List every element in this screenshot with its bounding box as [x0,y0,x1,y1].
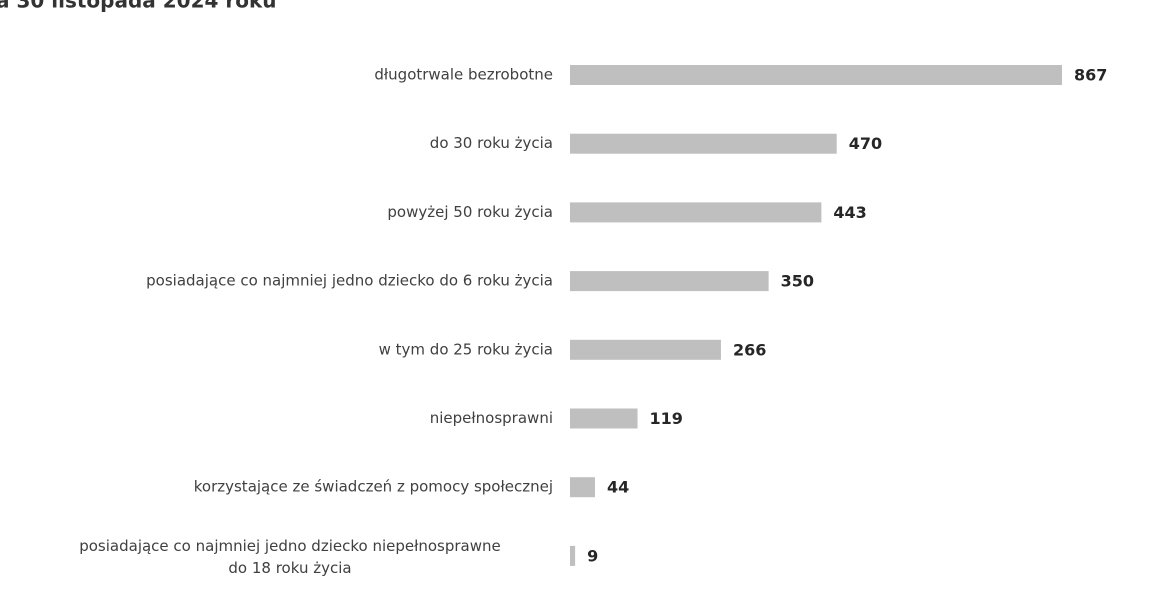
chart-title: a 30 listopada 2024 roku [0,0,277,13]
value-label: 350 [781,272,814,291]
value-label: 867 [1074,66,1107,85]
bar [570,133,837,154]
bar [570,545,576,566]
category-label: niepełnosprawni [430,409,553,427]
bar [570,271,769,292]
value-label: 266 [733,340,766,359]
category-label: powyżej 50 roku życia [387,203,553,221]
category-label: posiadające co najmniej jedno dziecko ni… [79,536,501,576]
bar [570,477,595,498]
category-label: posiadające co najmniej jedno dziecko do… [146,272,553,290]
bar [570,65,1062,85]
category-label: w tym do 25 roku życia [379,340,553,358]
value-label: 470 [849,134,882,153]
bar [570,339,721,360]
bar [570,408,638,429]
category-label: korzystające ze świadczeń z pomocy społe… [194,478,553,496]
value-label: 9 [587,546,598,565]
category-label: do 30 roku życia [430,134,553,152]
value-label: 44 [607,478,629,497]
bar [570,202,822,223]
category-label: długotrwale bezrobotne [374,66,553,84]
value-label: 443 [833,203,866,222]
value-label: 119 [650,409,683,428]
